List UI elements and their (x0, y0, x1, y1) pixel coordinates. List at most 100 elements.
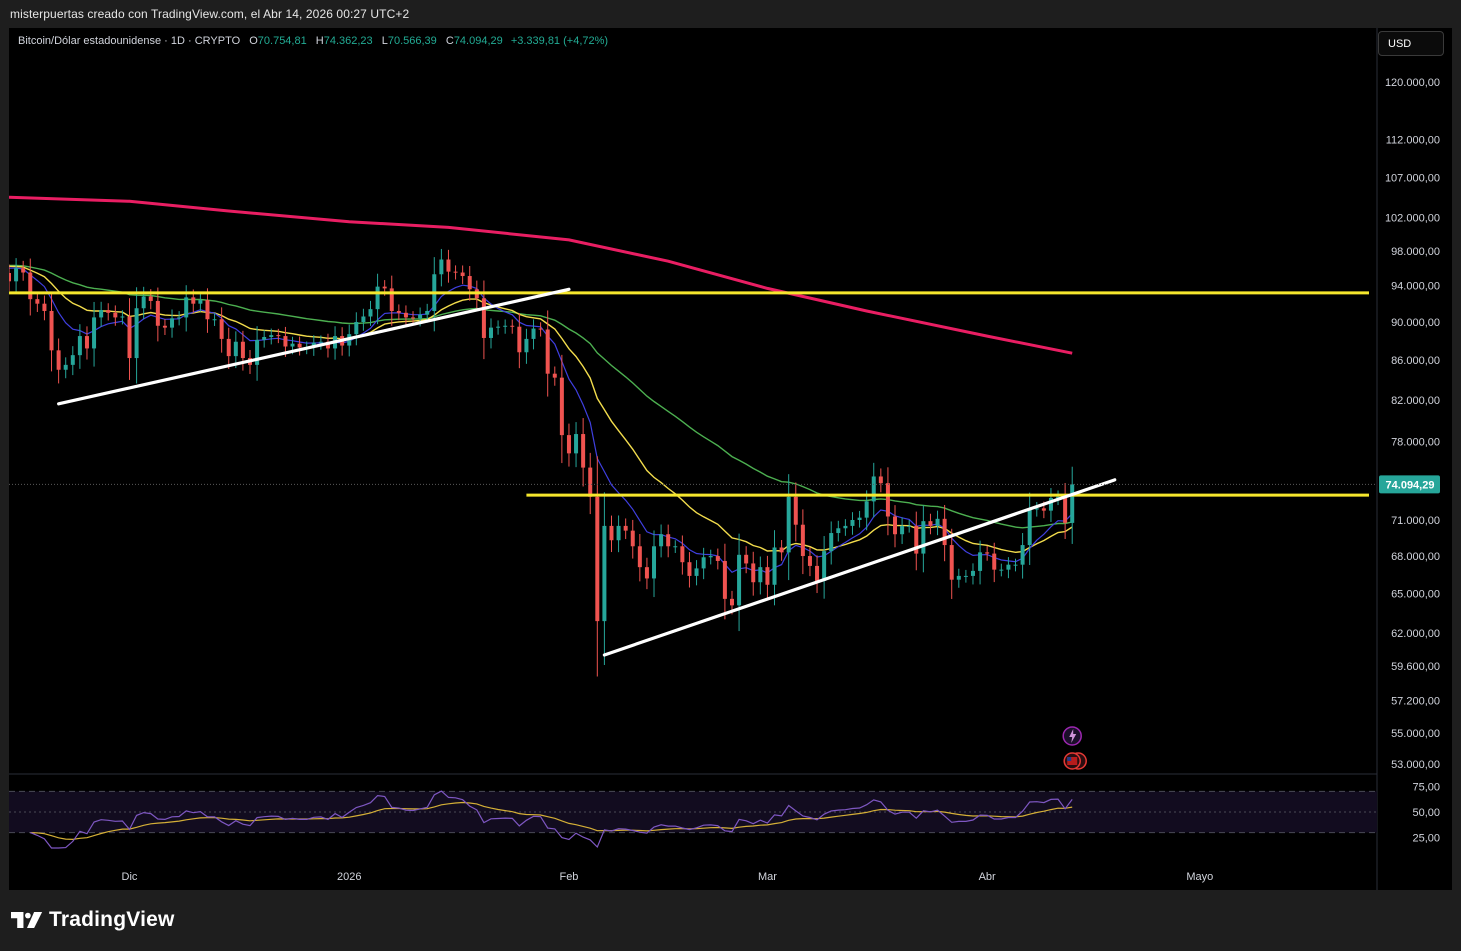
candle-body (56, 350, 61, 370)
candle-body (609, 525, 614, 541)
candle-body (701, 557, 706, 569)
ema-slow-line (9, 264, 1073, 529)
candle-body (850, 519, 855, 526)
candle-body (574, 434, 579, 454)
candle-body (970, 570, 975, 576)
drawings-layer (9, 287, 1377, 657)
price-axis: 120.000,00 112.000,00 107.000,00 102.000,00… (1379, 77, 1440, 771)
candle-body (155, 300, 160, 326)
legend-close-label: C (445, 35, 454, 47)
candle-body (517, 326, 522, 353)
price-tick-label: 82.000,00 (1391, 395, 1440, 407)
candle-body (949, 545, 954, 580)
price-tick-label: 90.000,00 (1391, 317, 1440, 329)
candle-body (148, 296, 153, 301)
candle-body (488, 327, 493, 338)
candle-body (538, 328, 543, 330)
symbol-name: Bitcoin/Dólar estadounidense · 1D · CRYP… (18, 35, 241, 47)
candle-body (1006, 564, 1011, 570)
price-tick-label: 78.000,00 (1391, 437, 1440, 449)
price-tick-label: 94.000,00 (1391, 281, 1440, 293)
price-tick-label: 55.000,00 (1391, 728, 1440, 740)
candle-body (1063, 496, 1068, 523)
candle-body (84, 336, 89, 349)
candle-body (978, 552, 983, 571)
candle-body (822, 551, 827, 581)
candle-body (297, 343, 302, 348)
candle-body (524, 338, 529, 353)
candle-body (219, 319, 224, 339)
legend-close: 74.094,29 (453, 35, 503, 47)
candle-body (758, 567, 763, 583)
candle-body (510, 325, 515, 327)
rsi-pane: 75,00 50,00 25,00 (9, 781, 1440, 849)
legend-open: 70.754,81 (257, 35, 307, 47)
candle-body (765, 567, 770, 585)
time-tick-label: Dic (122, 871, 138, 883)
candle-body (439, 259, 444, 275)
candle-body (325, 341, 330, 349)
price-tick-label: 62.000,00 (1391, 628, 1440, 640)
candle-body (829, 533, 834, 552)
candle-body (396, 310, 401, 313)
candle-body (184, 297, 189, 318)
candle-body (552, 373, 557, 378)
candle-body (772, 547, 777, 585)
candle-body (99, 310, 104, 318)
candle-body (914, 525, 919, 554)
candle-body (963, 575, 968, 577)
chart-canvas[interactable]: 120.000,00 112.000,00 107.000,00 102.000,00… (9, 28, 1452, 890)
candle-body (1013, 564, 1018, 566)
candle-body (815, 565, 820, 581)
candle-body (92, 317, 97, 349)
candle-body (42, 303, 47, 311)
ema-mid-line (9, 265, 1073, 554)
legend-open-label: O (249, 35, 258, 47)
candle-body (276, 335, 281, 337)
candle-body (9, 273, 11, 282)
candle-body (623, 525, 628, 531)
chart-frame[interactable]: 120.000,00 112.000,00 107.000,00 102.000,00… (9, 28, 1452, 890)
candle-body (992, 553, 997, 570)
time-axis: Dic 2026 Feb Mar Abr Mayo (122, 871, 1214, 883)
candle-body (162, 325, 167, 328)
candle-body (616, 525, 621, 541)
candle-body (290, 343, 295, 347)
candle-body (715, 556, 720, 561)
candle-body (255, 339, 260, 365)
trendline (57, 287, 571, 406)
candle-body (793, 496, 798, 525)
candle-body (411, 317, 416, 319)
candle-body (907, 525, 912, 527)
candle-body (680, 546, 685, 563)
candle-body (999, 569, 1004, 571)
moving-average-layer (9, 195, 1073, 574)
candle-body (630, 530, 635, 547)
candle-body (581, 434, 586, 468)
candle-body (446, 259, 451, 272)
brand[interactable]: TradingView (11, 908, 175, 932)
candle-body (744, 554, 749, 564)
candle-body (375, 286, 380, 310)
price-tick-label: 57.200,00 (1391, 695, 1440, 707)
price-tick-label: 68.000,00 (1391, 551, 1440, 563)
candle-body (177, 317, 182, 319)
legend-low-label: L (381, 35, 388, 47)
price-tick-label: 65.000,00 (1391, 589, 1440, 601)
price-tick-label: 120.000,00 (1385, 77, 1440, 89)
price-tick-label: 102.000,00 (1385, 213, 1440, 225)
candle-body (878, 476, 883, 484)
lightning-bolt-icon (1069, 729, 1077, 743)
candle-body (694, 568, 699, 576)
currency-button[interactable]: USD (1378, 31, 1444, 56)
rsi-tick-label: 50,00 (1412, 807, 1440, 819)
flag-canton-icon (1067, 757, 1072, 761)
candle-body (106, 310, 111, 313)
candle-body (318, 341, 323, 343)
candle-body (531, 328, 536, 339)
ema-long-line (9, 195, 1073, 355)
candle-body (418, 314, 423, 319)
symbol-legend[interactable]: Bitcoin/Dólar estadounidense · 1D · CRYP… (18, 35, 608, 47)
legend-high-label: H (315, 35, 324, 47)
candle-body (857, 517, 862, 520)
